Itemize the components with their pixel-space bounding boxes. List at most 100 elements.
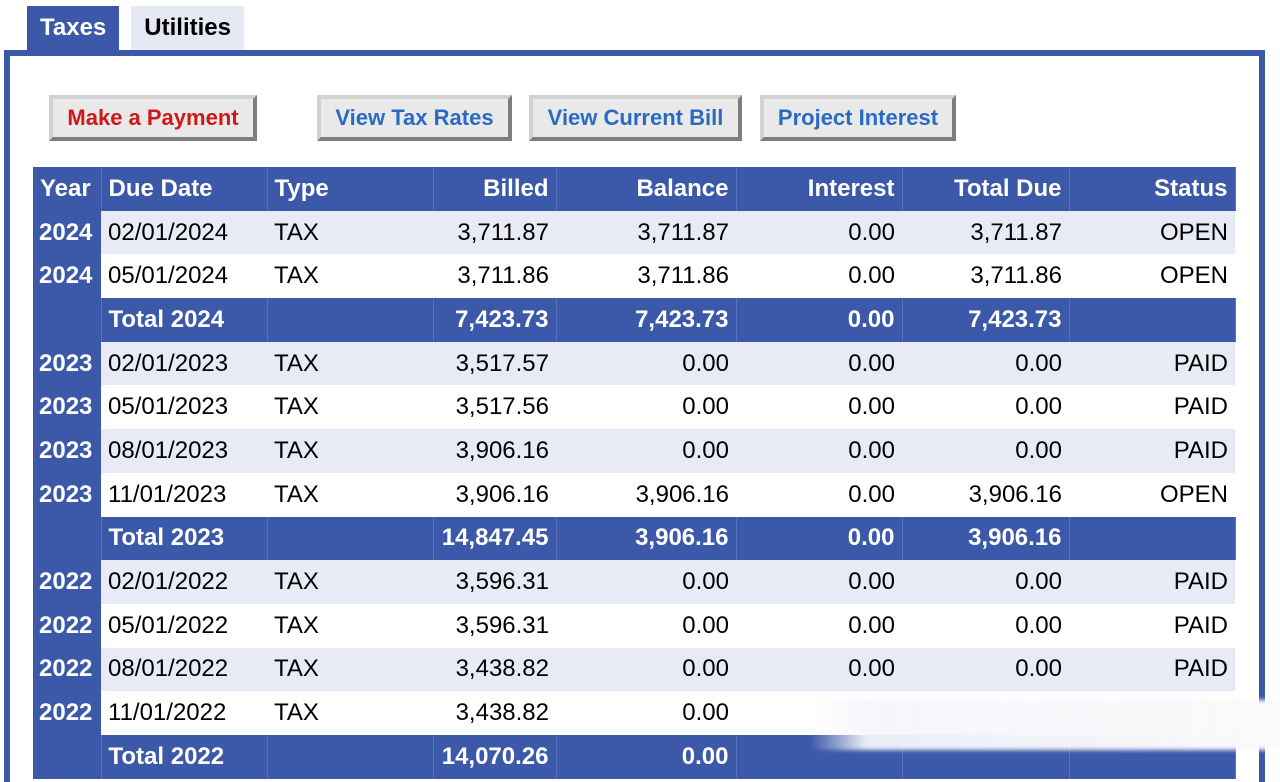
table-row: 2023 02/01/2023 TAX 3,517.57 0.00 0.00 0.00 PAI… <box>33 341 1235 386</box>
cell-type: TAX <box>267 385 433 430</box>
cell-balance: 3,906.16 <box>556 472 736 517</box>
table-row: 2023 08/01/2023 TAX 3,906.16 0.00 0.00 0.00 PAI… <box>33 429 1235 473</box>
total-interest <box>736 734 903 779</box>
total-status-spacer <box>1069 298 1236 342</box>
total-balance: 0.00 <box>556 734 737 779</box>
cell-status: OPEN <box>1069 254 1235 299</box>
cell-interest <box>736 691 902 735</box>
total-total-due: 7,423.73 <box>902 298 1070 342</box>
table-header-row: Year Due Date Type Billed Balance Intere… <box>33 167 1236 211</box>
total-label: Total 2022 <box>101 734 268 779</box>
cell-billed: 3,517.56 <box>433 385 556 430</box>
make-payment-button[interactable]: Make a Payment <box>49 95 257 141</box>
total-billed: 7,423.73 <box>433 298 557 342</box>
cell-year: 2024 <box>33 210 101 255</box>
table-row: 2022 05/01/2022 TAX 3,596.31 0.00 0.00 0.00 PAI… <box>33 603 1235 648</box>
cell-balance: 3,711.87 <box>556 210 736 255</box>
cell-balance: 0.00 <box>556 691 736 735</box>
cell-total-due: 0.00 <box>902 385 1069 430</box>
cell-year: 2022 <box>33 647 101 692</box>
cell-due-date: 02/01/2024 <box>101 210 267 255</box>
table-row: 2022 11/01/2022 TAX 3,438.82 0.00 <box>33 691 1235 735</box>
cell-due-date: 05/01/2024 <box>101 254 267 299</box>
total-status-spacer <box>1069 516 1236 561</box>
total-status-spacer <box>1069 734 1236 779</box>
cell-balance: 0.00 <box>556 560 736 604</box>
table-row: 2023 11/01/2023 TAX 3,906.16 3,906.16 0.00 3,9… <box>33 472 1235 517</box>
cell-status: OPEN <box>1069 210 1235 255</box>
cell-year: 2023 <box>33 341 101 386</box>
view-tax-rates-button[interactable]: View Tax Rates <box>317 95 512 141</box>
cell-interest: 0.00 <box>736 647 902 692</box>
cell-type: TAX <box>267 254 433 299</box>
cell-type: TAX <box>267 429 433 473</box>
table-row: 2024 05/01/2024 TAX 3,711.86 3,711.86 0.00 3,7… <box>33 254 1235 299</box>
cell-year: 2024 <box>33 254 101 299</box>
tab-taxes[interactable]: Taxes <box>27 6 120 50</box>
cell-type: TAX <box>267 603 433 648</box>
col-header-interest: Interest <box>736 167 903 211</box>
cell-type: TAX <box>267 647 433 692</box>
total-year-spacer <box>33 516 102 561</box>
col-header-status: Status <box>1069 167 1236 211</box>
total-year-spacer <box>33 734 102 779</box>
col-header-due-date: Due Date <box>101 167 268 211</box>
table-row: 2023 05/01/2023 TAX 3,517.56 0.00 0.00 0.00 PAI… <box>33 385 1235 430</box>
cell-status: PAID <box>1069 603 1235 648</box>
cell-due-date: 02/01/2023 <box>101 341 267 386</box>
cell-interest: 0.00 <box>736 341 902 386</box>
cell-status: PAID <box>1069 341 1235 386</box>
view-current-bill-button[interactable]: View Current Bill <box>529 95 742 141</box>
tab-utilities[interactable]: Utilities <box>131 6 244 50</box>
cell-due-date: 02/01/2022 <box>101 560 267 604</box>
total-billed: 14,070.26 <box>433 734 557 779</box>
table-row: 2024 02/01/2024 TAX 3,711.87 3,711.87 0.00 3,7… <box>33 210 1235 255</box>
col-header-balance: Balance <box>556 167 737 211</box>
cell-interest: 0.00 <box>736 385 902 430</box>
total-type-spacer <box>267 734 434 779</box>
total-type-spacer <box>267 298 434 342</box>
cell-status: PAID <box>1069 647 1235 692</box>
cell-status: PAID <box>1069 429 1235 473</box>
cell-interest: 0.00 <box>736 472 902 517</box>
cell-balance: 0.00 <box>556 603 736 648</box>
table-row: 2022 02/01/2022 TAX 3,596.31 0.00 0.00 0.00 PAI… <box>33 560 1235 604</box>
total-total-due: 3,906.16 <box>902 516 1070 561</box>
total-balance: 7,423.73 <box>556 298 737 342</box>
cell-billed: 3,438.82 <box>433 647 556 692</box>
cell-balance: 0.00 <box>556 429 736 473</box>
total-total-due <box>902 734 1070 779</box>
total-label: Total 2023 <box>101 516 268 561</box>
total-billed: 14,847.45 <box>433 516 557 561</box>
cell-year: 2022 <box>33 691 101 735</box>
cell-total-due: 0.00 <box>902 647 1069 692</box>
cell-type: TAX <box>267 210 433 255</box>
cell-year: 2023 <box>33 472 101 517</box>
cell-total-due: 0.00 <box>902 429 1069 473</box>
col-header-year: Year <box>33 167 102 211</box>
tax-bill-table: Year Due Date Type Billed Balance Intere… <box>33 167 1236 779</box>
cell-billed: 3,596.31 <box>433 560 556 604</box>
total-label: Total 2024 <box>101 298 268 342</box>
cell-due-date: 08/01/2023 <box>101 429 267 473</box>
col-header-total-due: Total Due <box>902 167 1070 211</box>
cell-type: TAX <box>267 560 433 604</box>
total-interest: 0.00 <box>736 516 903 561</box>
cell-total-due: 0.00 <box>902 560 1069 604</box>
cell-billed: 3,517.57 <box>433 341 556 386</box>
cell-billed: 3,906.16 <box>433 472 556 517</box>
total-interest: 0.00 <box>736 298 903 342</box>
cell-interest: 0.00 <box>736 560 902 604</box>
cell-interest: 0.00 <box>736 254 902 299</box>
total-type-spacer <box>267 516 434 561</box>
total-year-spacer <box>33 298 102 342</box>
cell-due-date: 08/01/2022 <box>101 647 267 692</box>
cell-interest: 0.00 <box>736 603 902 648</box>
cell-balance: 3,711.86 <box>556 254 736 299</box>
project-interest-button[interactable]: Project Interest <box>760 95 956 141</box>
cell-total-due: 3,711.87 <box>902 210 1069 255</box>
cell-due-date: 05/01/2022 <box>101 603 267 648</box>
cell-status: PAID <box>1069 560 1235 604</box>
cell-total-due: 0.00 <box>902 341 1069 386</box>
cell-total-due: 3,711.86 <box>902 254 1069 299</box>
